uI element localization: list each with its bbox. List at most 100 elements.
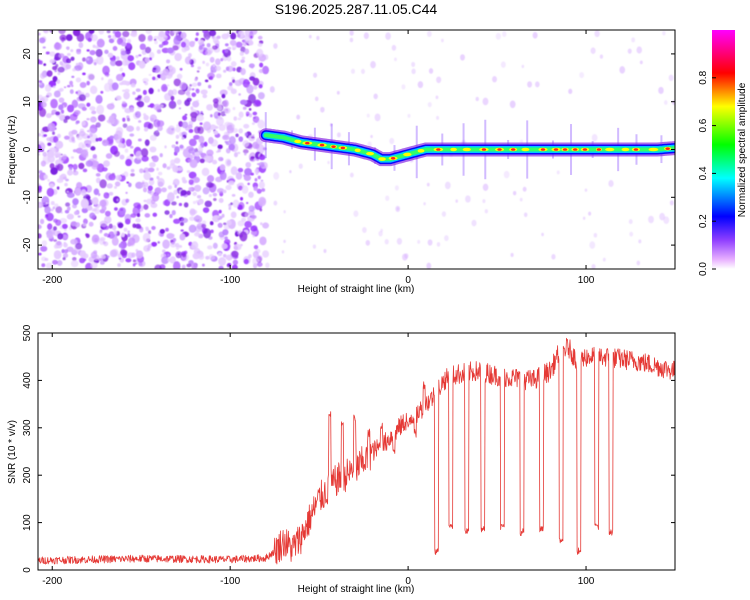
noise-blob — [475, 96, 479, 102]
noise-blob — [196, 195, 202, 199]
noise-blob — [101, 139, 109, 147]
noise-blob — [38, 94, 43, 100]
noise-blob — [67, 188, 71, 192]
noise-blob — [63, 249, 69, 254]
noise-blob — [214, 125, 219, 129]
noise-blob — [210, 114, 213, 118]
noise-blob — [189, 40, 195, 48]
noise-blob — [298, 163, 303, 169]
noise-blob — [59, 87, 64, 92]
noise-blob — [262, 65, 270, 75]
noise-blob — [137, 138, 142, 142]
noise-blob — [112, 45, 118, 51]
noise-blob — [436, 242, 441, 247]
noise-blob — [202, 94, 208, 99]
noise-blob — [273, 172, 280, 180]
noise-blob — [81, 144, 87, 149]
noise-blob — [218, 197, 224, 204]
track-hotspot — [521, 147, 530, 152]
noise-blob — [168, 196, 172, 199]
noise-blob — [663, 216, 670, 225]
noise-blob — [57, 133, 61, 139]
noise-blob — [167, 258, 172, 262]
noise-blob — [201, 167, 210, 177]
noise-blob — [198, 147, 203, 153]
noise-blob — [59, 217, 68, 224]
noise-blob — [157, 171, 163, 176]
noise-blob — [97, 192, 101, 197]
noise-blob — [247, 209, 255, 217]
noise-blob — [211, 255, 216, 260]
noise-blob — [209, 30, 217, 37]
noise-blob — [230, 32, 237, 40]
noise-blob — [198, 45, 203, 51]
noise-blob — [59, 61, 64, 66]
noise-blob — [150, 117, 155, 122]
noise-blob — [86, 205, 93, 211]
noise-blob — [228, 136, 236, 145]
x-tick-label: 0 — [405, 576, 411, 587]
noise-blob — [147, 167, 155, 173]
noise-blob — [90, 85, 98, 95]
noise-blob — [109, 249, 118, 258]
noise-blob — [122, 58, 128, 66]
noise-blob — [56, 186, 60, 190]
noise-blob — [627, 48, 632, 54]
noise-blob — [360, 68, 365, 74]
noise-blob — [191, 241, 199, 250]
noise-blob — [250, 214, 257, 220]
noise-blob — [127, 55, 135, 62]
noise-blob — [209, 124, 217, 131]
noise-blob — [244, 48, 250, 55]
noise-blob — [144, 213, 151, 218]
noise-blob — [180, 217, 189, 224]
noise-blob — [149, 51, 155, 59]
noise-blob — [238, 128, 243, 134]
noise-blob — [261, 188, 266, 192]
noise-blob — [117, 222, 124, 229]
noise-blob — [230, 88, 237, 95]
track-hotspot — [481, 148, 487, 151]
noise-blob — [189, 208, 196, 217]
noise-blob — [152, 212, 158, 217]
noise-blob — [59, 34, 67, 42]
noise-blob — [53, 250, 62, 260]
noise-blob — [250, 225, 258, 232]
colorbar-label: Normalized spectral amplitude — [737, 82, 748, 217]
noise-blob — [394, 57, 397, 62]
noise-blob — [59, 160, 64, 165]
noise-blob — [61, 234, 68, 240]
noise-blob — [135, 250, 144, 259]
noise-blob — [373, 93, 378, 100]
noise-blob — [130, 168, 135, 173]
track-hotspot — [403, 152, 412, 157]
noise-blob — [257, 92, 265, 100]
noise-blob — [90, 34, 98, 42]
noise-blob — [157, 88, 160, 93]
noise-blob — [148, 57, 153, 61]
colorbar-ticks: 0.0 0.2 0.4 0.6 0.8 — [698, 70, 716, 276]
noise-blob — [186, 190, 191, 196]
noise-blob — [226, 220, 232, 226]
noise-blob — [39, 218, 45, 225]
noise-blob — [85, 92, 90, 98]
track-hotspot — [562, 148, 568, 151]
noise-blob — [349, 172, 354, 178]
noise-blob — [77, 215, 81, 218]
noise-blob — [90, 261, 98, 269]
noise-blob — [117, 263, 121, 267]
noise-blob — [232, 199, 240, 208]
noise-blob — [124, 218, 131, 225]
noise-blob — [663, 100, 668, 105]
noise-blob — [250, 172, 254, 176]
noise-blob — [435, 95, 439, 100]
noise-blob — [72, 30, 81, 37]
noise-blob — [231, 264, 238, 269]
noise-blob — [199, 158, 205, 164]
noise-blob — [94, 203, 101, 209]
noise-blob — [329, 123, 333, 127]
noise-blob — [668, 74, 674, 82]
noise-blob — [237, 117, 242, 121]
noise-blob — [427, 30, 432, 37]
noise-blob — [135, 55, 139, 59]
